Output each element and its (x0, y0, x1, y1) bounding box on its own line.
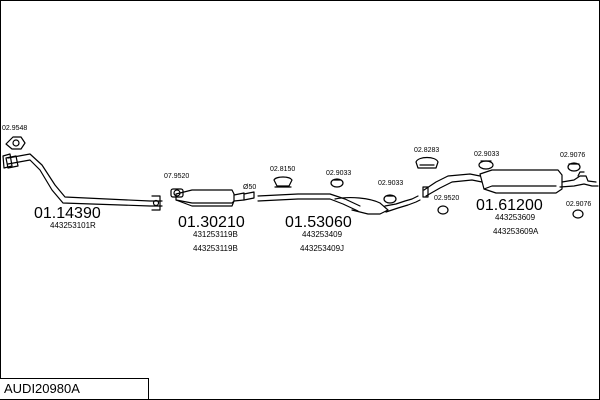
rear-silencer-drawing (479, 169, 563, 194)
fitting-label-02-8150: 02.8150 (270, 166, 295, 173)
oe-code-443253101R: 443253101R (50, 221, 96, 230)
mount-02-9520-shape (437, 205, 449, 215)
diagram-title-box: AUDI20980A (0, 378, 149, 399)
oe-code-443253119B: 443253119B (193, 244, 238, 253)
fitting-label-02-9076-b: 02.9076 (566, 201, 591, 208)
part-number-01-61200: 01.61200 (476, 197, 543, 214)
fitting-label-02-9033-a: 02.9033 (326, 170, 351, 177)
part-number-01-14390: 01.14390 (34, 205, 101, 222)
oe-code-443253409J: 443253409J (300, 244, 344, 253)
mount-02-9076-b-shape (572, 209, 584, 219)
mount-02-9033-c-shape (478, 160, 494, 170)
mount-02-9076-a-shape (567, 162, 581, 172)
oe-code-443253609: 443253609 (495, 213, 536, 222)
gasket-02-9548-shape (5, 136, 26, 150)
mount-02-9033-b-shape (383, 194, 397, 204)
fitting-label-02-8283: 02.8283 (414, 147, 439, 154)
fitting-label-02-9520: 02.9520 (434, 195, 459, 202)
clamp-02-8150-shape (273, 176, 293, 187)
center-pipe-drawing (257, 193, 361, 207)
mount-07-9520-shape (173, 189, 181, 197)
front-silencer-drawing (175, 189, 235, 204)
oe-code-443253609A: 443253609A (493, 227, 539, 236)
part-number-01-53060: 01.53060 (285, 214, 352, 231)
fitting-label-02-9033-c: 02.9033 (474, 151, 499, 158)
fitting-label-02-9076-a: 02.9076 (560, 152, 585, 159)
mount-02-9033-a-shape (330, 178, 344, 188)
diagram-title: AUDI20980A (4, 381, 80, 396)
fitting-label-02-9548: 02.9548 (2, 125, 27, 132)
dimension-label: Ø50 (243, 184, 256, 191)
rear-pipe-drawing (423, 173, 481, 191)
front-pipe-drawing (7, 153, 163, 202)
oe-code-443253409: 443253409 (302, 230, 343, 239)
clamp-02-8283-shape (415, 156, 439, 169)
oe-code-431253119B: 431253119B (193, 230, 238, 239)
part-number-01-30210: 01.30210 (178, 214, 245, 231)
fitting-label-07-9520: 07.9520 (164, 173, 189, 180)
fitting-label-02-9033-b: 02.9033 (378, 180, 403, 187)
